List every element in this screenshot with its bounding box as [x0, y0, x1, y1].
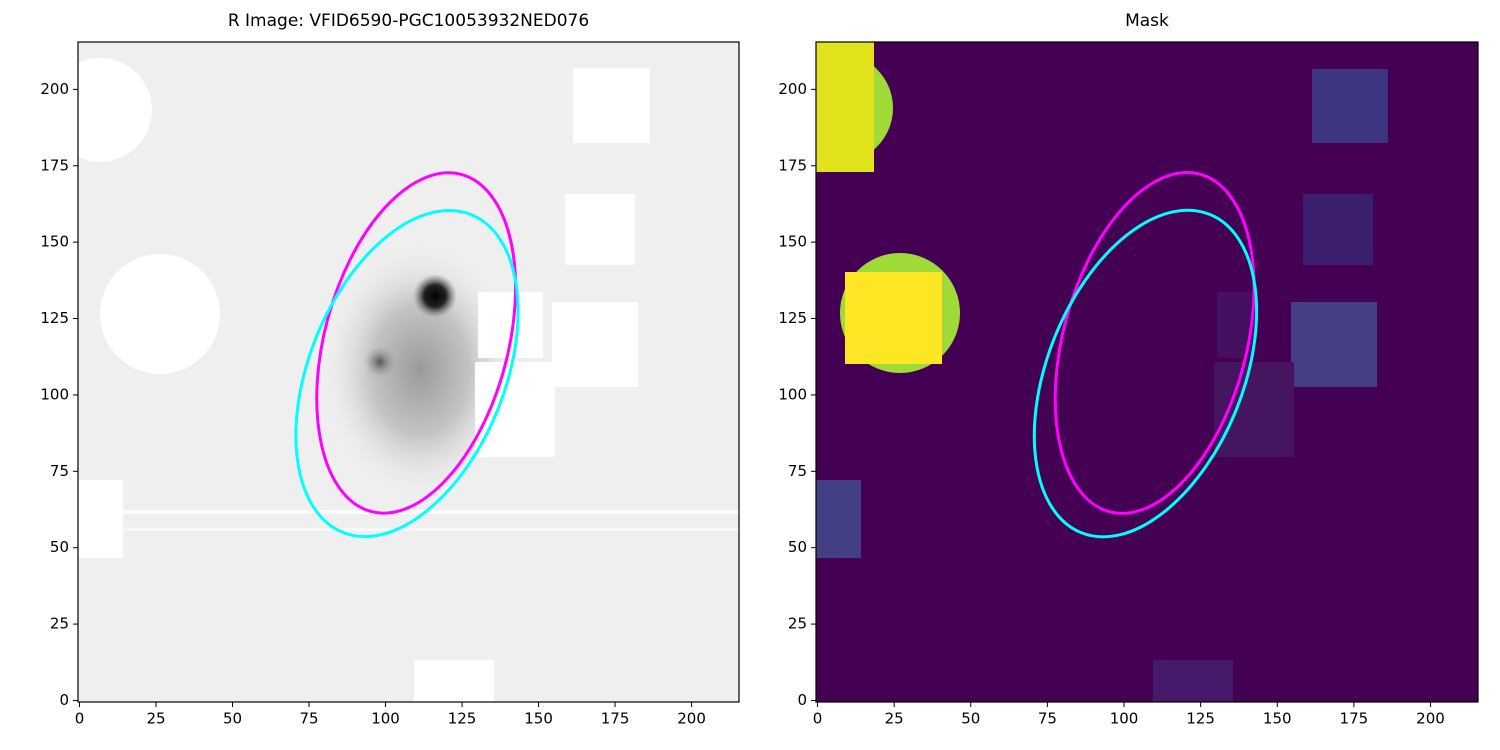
y-tick-label: 25	[788, 615, 807, 633]
aperture-ellipse	[1053, 171, 1256, 515]
x-tick-label: 175	[1340, 710, 1369, 728]
chart-title: Mask	[1125, 11, 1169, 31]
aperture-ellipse	[294, 208, 520, 539]
x-tick-label: 25	[146, 710, 165, 728]
y-tick-label: 150	[40, 233, 69, 251]
y-tick-label: 100	[40, 385, 69, 403]
axes-frame	[815, 41, 1479, 703]
y-tick-label: 150	[778, 233, 807, 251]
x-tick-label: 150	[1263, 710, 1292, 728]
x-tick-label: 125	[1186, 710, 1215, 728]
y-tick-label: 25	[50, 615, 69, 633]
y-tick-label: 125	[778, 309, 807, 327]
y-tick-label: 200	[778, 80, 807, 98]
y-tick-label: 75	[788, 462, 807, 480]
x-tick-label: 50	[961, 710, 980, 728]
x-tick-label: 50	[223, 710, 242, 728]
y-tick-label: 200	[40, 80, 69, 98]
x-tick-label: 100	[371, 710, 400, 728]
x-tick-label: 175	[601, 710, 630, 728]
chart-title: R Image: VFID6590-PGC10053932NED076	[228, 11, 589, 31]
y-tick-label: 50	[788, 538, 807, 556]
y-tick-label: 175	[778, 156, 807, 174]
y-tick-label: 125	[40, 309, 69, 327]
x-tick-label: 200	[677, 710, 706, 728]
x-tick-label: 200	[1416, 710, 1445, 728]
r-image	[78, 42, 739, 702]
axes-frame	[77, 41, 740, 703]
y-tick-label: 50	[50, 538, 69, 556]
y-tick-label: 75	[50, 462, 69, 480]
y-tick-label: 0	[59, 691, 69, 709]
y-tick-label: 100	[778, 385, 807, 403]
x-tick-label: 75	[1038, 710, 1057, 728]
x-tick-label: 125	[448, 710, 477, 728]
y-tick-label: 0	[797, 691, 807, 709]
x-tick-label: 0	[813, 710, 823, 728]
x-tick-label: 0	[75, 710, 85, 728]
x-tick-label: 25	[885, 710, 904, 728]
aperture-ellipse	[1032, 208, 1259, 539]
aperture-ellipse	[315, 171, 518, 515]
x-tick-label: 75	[299, 710, 318, 728]
y-tick-label: 175	[40, 156, 69, 174]
mask-image	[816, 42, 1478, 702]
x-tick-label: 150	[524, 710, 553, 728]
x-tick-label: 100	[1110, 710, 1139, 728]
